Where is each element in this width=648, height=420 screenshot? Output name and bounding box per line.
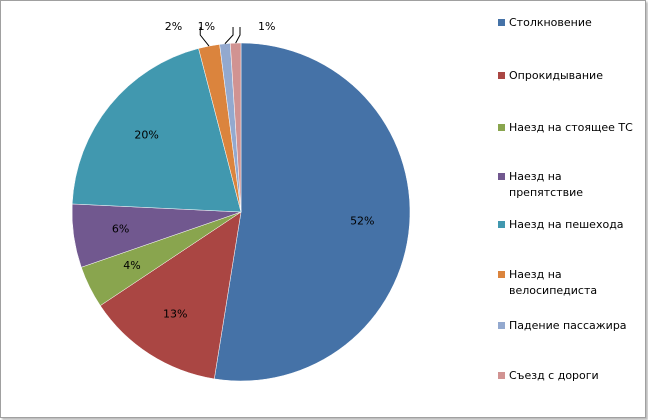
data-label: 6% [112,222,129,235]
pie-slice [230,42,242,213]
pie-slice [99,211,242,380]
leader-line [224,27,234,45]
legend-label: Наезд на стоящее ТС [509,121,633,134]
legend-item: Столкновение [498,15,638,31]
data-label: 13% [163,307,187,320]
legend-swatch [498,72,505,79]
legend-item: Наезд на стоящее ТС [498,120,638,136]
chart: 52% 13% 4% 6% 20% 2% 1% 1% [71,20,411,382]
legend-label: Наезд на пешехода [509,218,624,231]
legend-label: Съезд с дороги [509,369,599,382]
legend-swatch [498,124,505,131]
legend-swatch [498,271,505,278]
legend-item: Съезд с дороги [498,368,638,384]
legend-swatch [498,372,505,379]
legend-label: Падение пассажира [509,319,627,332]
legend-item: Наезд на пешехода [498,217,638,233]
leader-line [199,27,210,47]
legend-item: Опрокидывание [498,68,638,84]
legend-swatch [498,322,505,329]
data-label: 2% [165,20,182,33]
leader-line [235,27,241,44]
legend-swatch [498,173,505,180]
legend-label: Опрокидывание [509,69,603,82]
legend-label: Столкновение [509,16,592,29]
data-label: 1% [198,20,215,33]
legend-item: Падение пассажира [498,318,638,334]
data-label: 20% [134,128,158,141]
legend-swatch [498,221,505,228]
legend-item: Наезд на велосипедиста [498,267,638,299]
data-label: 4% [123,259,140,272]
legend-label: Наезд на велосипедиста [509,268,598,297]
data-label: 1% [258,20,275,33]
data-label: 52% [350,215,374,228]
legend-swatch [498,19,505,26]
pie-slice [71,48,242,213]
pie-slice [214,42,411,382]
legend-item: Наезд на препятствие [498,169,638,201]
legend-label: Наезд на препятствие [509,170,584,199]
